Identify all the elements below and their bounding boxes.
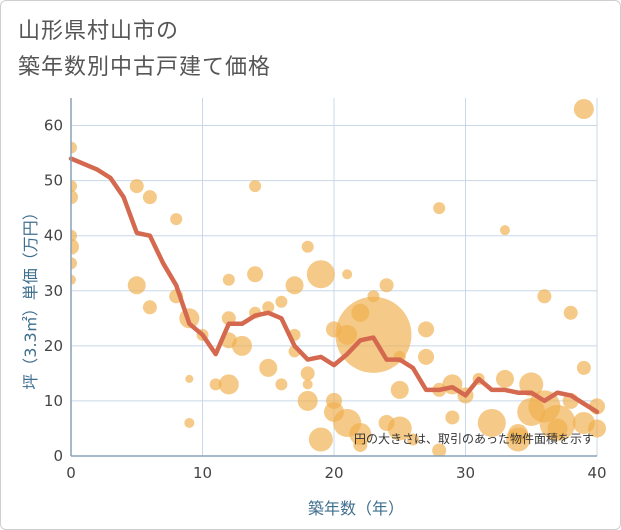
data-bubble [170, 213, 183, 226]
data-bubble [547, 418, 568, 439]
y-tick-label: 40 [44, 227, 63, 245]
data-bubble [432, 443, 447, 456]
data-bubble [302, 379, 313, 390]
data-bubble [129, 179, 144, 194]
data-bubble [588, 419, 606, 438]
y-tick-label: 20 [44, 337, 63, 355]
data-bubble [573, 99, 594, 120]
data-bubble [477, 408, 506, 437]
y-tick-label: 60 [44, 117, 63, 135]
data-bubble [445, 410, 460, 425]
chart-title-line2: 築年数別中古戸建て価格 [18, 55, 272, 80]
data-bubble [519, 372, 544, 397]
data-bubble [367, 290, 380, 303]
data-bubble [71, 229, 77, 242]
chart-title-line1: 山形県村山市の [18, 19, 180, 44]
tick-labels: 0 10 20 30 40 50 60 0 10 20 30 40 [44, 117, 607, 482]
data-bubble [433, 202, 446, 215]
data-bubble [418, 321, 435, 338]
data-bubble [231, 335, 252, 356]
data-bubble [71, 238, 79, 255]
data-bubble [285, 276, 304, 295]
data-bubble [275, 378, 288, 391]
y-tick-label: 30 [44, 282, 63, 300]
y-tick-label: 0 [53, 447, 63, 465]
line-layer [68, 156, 600, 415]
size-note: 円の大きさは、取引のあった物件面積を示す [354, 431, 594, 446]
data-bubble [495, 369, 514, 388]
axes [70, 98, 597, 457]
data-bubble [185, 374, 194, 383]
y-axis-label: 坪（3.3㎡）単価（万円） [21, 204, 40, 389]
data-bubble [349, 422, 372, 445]
data-bubble [184, 417, 195, 428]
data-bubble [127, 276, 146, 295]
data-bubble [300, 366, 315, 381]
x-tick-label: 0 [66, 464, 76, 482]
data-bubble [209, 378, 222, 391]
data-bubble [222, 273, 235, 286]
data-bubble [71, 141, 77, 154]
data-bubble [576, 360, 591, 375]
data-bubble [537, 289, 552, 304]
y-tick-label: 50 [44, 172, 63, 190]
data-bubble [71, 180, 77, 193]
data-bubble [353, 437, 368, 452]
data-bubble [506, 427, 531, 452]
data-bubble [387, 416, 412, 441]
x-tick-label: 20 [324, 464, 343, 482]
data-bubble [262, 301, 275, 314]
data-bubble [142, 300, 157, 315]
data-bubble [379, 278, 394, 293]
chart-title: 山形県村山市の 築年数別中古戸建て価格 [18, 14, 418, 86]
x-tick-label: 40 [587, 464, 606, 482]
data-bubble [71, 274, 76, 285]
x-axis-label: 築年数（年） [308, 499, 404, 518]
data-bubble [249, 180, 262, 193]
data-bubble [247, 266, 264, 283]
data-bubble [71, 190, 78, 205]
average-price-line [68, 156, 600, 415]
data-bubble [390, 380, 409, 399]
data-bubble [418, 348, 435, 365]
y-tick-label: 10 [44, 392, 63, 410]
data-bubble [275, 295, 288, 308]
data-bubble [301, 240, 314, 253]
data-bubble [563, 305, 578, 320]
data-bubble [71, 257, 77, 270]
data-bubble [342, 269, 353, 280]
data-bubble [259, 358, 278, 377]
data-bubble [297, 390, 318, 411]
data-bubble [406, 433, 419, 446]
data-bubble [306, 260, 335, 289]
x-tick-label: 30 [456, 464, 475, 482]
x-tick-label: 10 [193, 464, 212, 482]
data-bubble [218, 374, 239, 395]
data-bubble [335, 296, 412, 373]
data-bubble [308, 427, 333, 452]
data-bubble [499, 225, 510, 236]
data-bubble [142, 190, 157, 205]
